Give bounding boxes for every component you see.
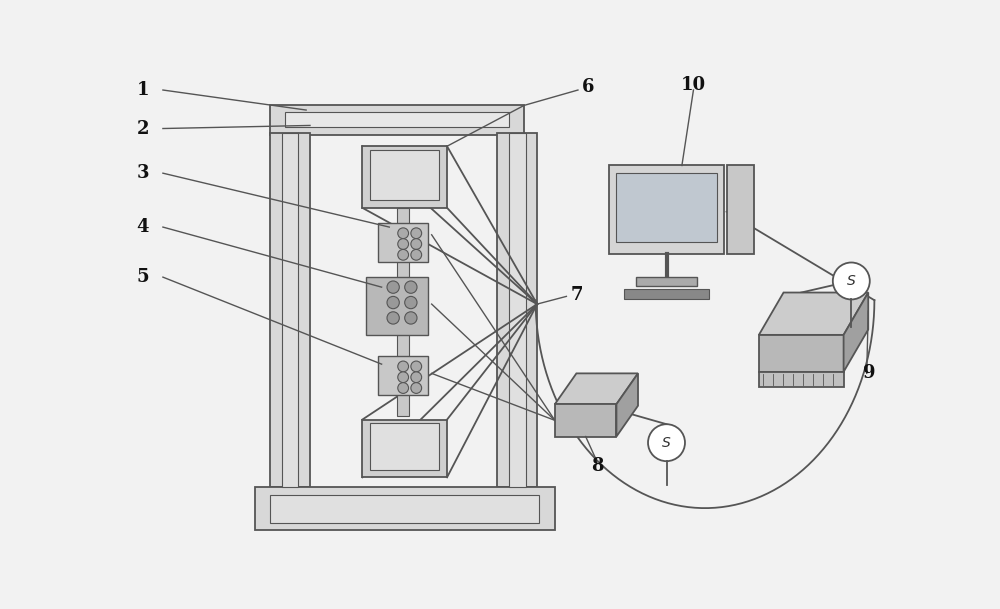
Polygon shape — [397, 208, 409, 416]
Text: S: S — [847, 274, 856, 288]
Text: 5: 5 — [136, 268, 149, 286]
Polygon shape — [270, 105, 524, 135]
Text: 3: 3 — [137, 164, 149, 182]
Polygon shape — [509, 133, 526, 487]
Polygon shape — [555, 404, 616, 437]
Polygon shape — [255, 487, 555, 530]
Text: 7: 7 — [570, 286, 583, 304]
Polygon shape — [282, 133, 298, 487]
Polygon shape — [285, 111, 509, 127]
Circle shape — [411, 382, 422, 393]
Circle shape — [411, 239, 422, 250]
Text: 4: 4 — [137, 218, 149, 236]
Polygon shape — [616, 173, 717, 242]
Circle shape — [398, 372, 409, 382]
Polygon shape — [727, 166, 754, 254]
Polygon shape — [362, 420, 447, 477]
Text: 8: 8 — [591, 457, 603, 475]
Circle shape — [405, 281, 417, 294]
Polygon shape — [378, 356, 428, 395]
Polygon shape — [759, 372, 844, 387]
Text: 6: 6 — [582, 78, 594, 96]
Text: 10: 10 — [681, 76, 706, 94]
Polygon shape — [370, 423, 439, 470]
Polygon shape — [636, 277, 697, 286]
Polygon shape — [270, 495, 539, 523]
Circle shape — [398, 228, 409, 239]
Circle shape — [411, 228, 422, 239]
Circle shape — [387, 297, 399, 309]
Polygon shape — [759, 335, 844, 372]
Polygon shape — [270, 133, 310, 487]
Polygon shape — [616, 373, 638, 437]
Circle shape — [411, 372, 422, 382]
Circle shape — [405, 297, 417, 309]
Polygon shape — [624, 289, 709, 300]
Circle shape — [405, 312, 417, 324]
Circle shape — [398, 361, 409, 372]
Circle shape — [387, 312, 399, 324]
Circle shape — [398, 250, 409, 260]
Polygon shape — [609, 166, 724, 254]
Circle shape — [398, 382, 409, 393]
Polygon shape — [759, 292, 868, 335]
Text: 9: 9 — [863, 364, 876, 382]
Circle shape — [648, 424, 685, 461]
Circle shape — [411, 361, 422, 372]
Polygon shape — [366, 277, 428, 335]
Polygon shape — [378, 224, 428, 262]
Polygon shape — [555, 373, 638, 404]
Text: S: S — [662, 435, 671, 449]
Polygon shape — [844, 292, 868, 372]
Text: 1: 1 — [137, 81, 149, 99]
Text: 2: 2 — [137, 119, 149, 138]
Circle shape — [833, 262, 870, 300]
Polygon shape — [362, 146, 447, 208]
Circle shape — [398, 239, 409, 250]
Circle shape — [411, 250, 422, 260]
Polygon shape — [497, 133, 537, 487]
Circle shape — [387, 281, 399, 294]
Polygon shape — [370, 150, 439, 200]
